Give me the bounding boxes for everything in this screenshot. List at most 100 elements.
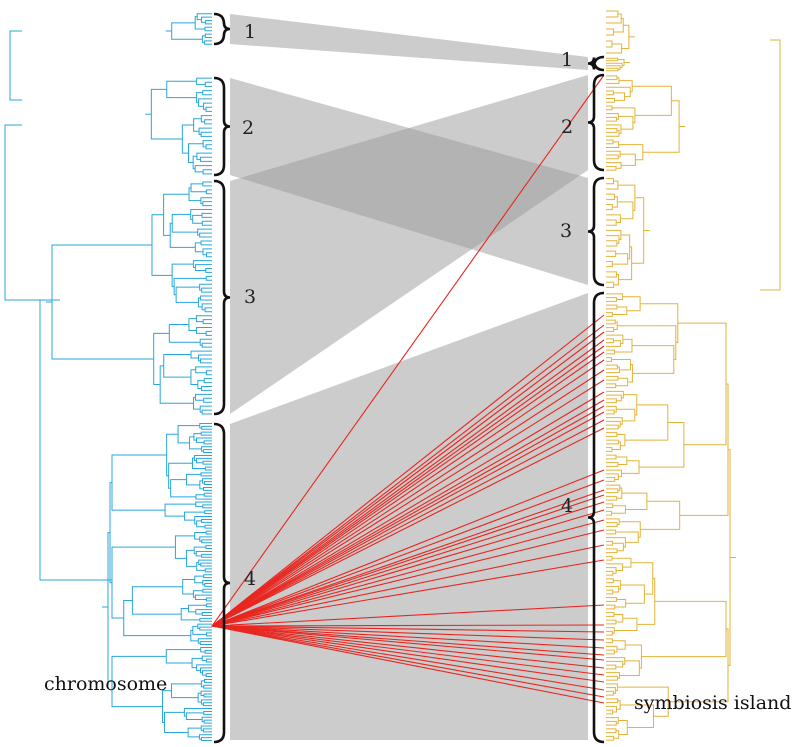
island-clade4-branch-107	[606, 710, 613, 714]
chromosome-clade3-branch-11	[200, 233, 212, 237]
island-clade4-branch-26	[606, 399, 616, 403]
island-clade4-branch-36	[606, 433, 617, 437]
chromosome-clade3-branch-26	[200, 296, 212, 300]
chromosome-clade4-branch-12	[196, 458, 212, 462]
chromosome-clade4-branch-45	[201, 563, 212, 566]
chromosome-clade4-branch-14	[205, 467, 212, 470]
island-clade4-branch-102	[641, 601, 726, 656]
chromosome-clade4-branch-17	[205, 482, 212, 485]
island-clade4-branch-34	[616, 409, 635, 421]
chromosome-clade3-branch-36	[206, 331, 212, 335]
chromosome-clade3-branch-42	[201, 359, 212, 363]
island-clade4-branch-6	[623, 297, 640, 311]
chromosome-clade2-branch-17	[197, 153, 212, 159]
chromosome-tree	[5, 14, 212, 741]
island-clade4-branch-93	[606, 646, 617, 652]
island-clade4-branch-16	[606, 365, 617, 369]
island-clade4-branch-94	[612, 641, 625, 649]
right-clade-3-label: 3	[560, 220, 572, 242]
chromosome-clade2-branch-4	[206, 107, 212, 111]
symbiosis-island-tree	[606, 11, 780, 740]
island-clade4-branch-3	[606, 305, 617, 309]
chromosome-clade4-branch-31	[205, 525, 212, 528]
chromosome-clade4-branch-42	[202, 554, 212, 557]
chromosome-clade2-branch-9	[205, 120, 212, 124]
island-clade4-branch-76	[606, 590, 613, 594]
island-clade4-branch-74	[612, 558, 631, 567]
island-clade4-branch-91	[606, 639, 612, 643]
island-clade2-branch-15	[612, 108, 635, 123]
chromosome-clade3-branch-21	[195, 265, 212, 271]
chromosome-clade4-branch-36	[112, 455, 167, 510]
chromosome-clade4-branch-1	[202, 426, 212, 429]
island-clade0-branch-6	[606, 44, 622, 53]
island-clade0-branch-2	[606, 14, 621, 23]
chromosome-clade2-branch-19	[195, 166, 212, 172]
island-clade2-branch-22	[606, 163, 621, 169]
island-clade4-branch-38	[606, 448, 612, 452]
chromosome-clade4-branch-102	[201, 726, 212, 730]
chromosome-clade4-branch-78	[201, 647, 212, 651]
island-clade3-branch-17	[606, 272, 616, 277]
island-clade4-branch-5	[612, 307, 626, 315]
island-clade4-branch-19	[606, 376, 618, 380]
island-clade4-branch-112	[606, 729, 616, 733]
chromosome-clade3-branch-37	[196, 328, 212, 334]
island-clade4-branch-92	[606, 650, 614, 654]
island-clade4-branch-46	[606, 474, 618, 480]
island-clade4-branch-104	[606, 688, 615, 694]
chromosome-clade3-branch-59	[52, 245, 154, 359]
chromosome-clade1-branch-1	[206, 21, 212, 24]
island-clade4-branch-13	[606, 350, 615, 354]
island-clade2-branch-9	[606, 117, 616, 121]
right-clade-1-label: 1	[561, 49, 573, 71]
chromosome-clade2-branch-5	[204, 103, 212, 109]
island-clade2-branch-19	[606, 155, 618, 159]
island-clade4-branch-64	[612, 543, 623, 551]
island-clade4-branch-109	[616, 701, 620, 709]
island-clade4-branch-7	[606, 320, 615, 324]
chromosome-clade4-branch-87	[204, 679, 212, 682]
chromosome-clade4-branch-80	[202, 656, 212, 660]
left-clade-2-label: 2	[242, 117, 254, 139]
island-clade4-branch-69	[680, 384, 728, 515]
chromosome-clade3-branch-34	[203, 320, 212, 324]
chromosome-clade2-branch-14	[206, 145, 212, 149]
chromosome-clade4-branch-55	[203, 589, 212, 592]
island-clade3-branch-1	[606, 179, 614, 184]
chromosome-clade4-branch-50	[175, 536, 194, 559]
island-clade4-branch-49	[639, 422, 684, 467]
island-clade0-branch-7	[622, 25, 629, 48]
island-clade4-branch-82	[621, 585, 645, 603]
island-clade4-branch-2	[606, 294, 623, 300]
chromosome-clade4-branch-69	[207, 633, 212, 636]
island-clade4-branch-41	[625, 405, 668, 440]
chromosome-clade4-branch-66	[132, 587, 182, 614]
island-clade4-branch-20	[606, 384, 616, 388]
chromosome-clade3-branch-16	[203, 249, 212, 255]
left-clade-3-label: 3	[244, 286, 256, 308]
chromosome-clade4-branch-88	[204, 685, 212, 688]
chromosome-clade4-branch-62	[196, 610, 212, 614]
island-clade4-branch-118	[668, 629, 728, 702]
chromosome-clade4-branch-90	[204, 694, 212, 697]
chromosome-clade3-branch-24	[202, 288, 212, 292]
island-clade4-branch-43	[606, 463, 618, 467]
island-clade2-branch-3	[606, 91, 613, 95]
island-clade4-branch-84	[606, 613, 614, 617]
left-clade-1-label: 1	[244, 21, 256, 43]
chromosome-clade3-branch-51	[164, 355, 191, 378]
chromosome-clade2-branch-1	[205, 82, 212, 86]
island-clade4-branch-72	[606, 568, 616, 574]
chromosome-clade4-branch-6	[194, 434, 201, 441]
chromosome-clade4-branch-29	[205, 511, 212, 514]
island-clade4-branch-4	[606, 313, 612, 317]
chromosome-clade3-branch-23	[206, 276, 212, 280]
chromosome-clade4-branch-9	[190, 437, 202, 449]
connection-band-1	[230, 14, 588, 70]
chromosome-clade3-branch-38	[189, 319, 197, 331]
island-clade4-branch-71	[606, 571, 613, 575]
island-clade3-branch-8	[617, 202, 633, 219]
island-clade4-branch-53	[606, 496, 617, 500]
chromosome-clade4-branch-18	[203, 479, 212, 483]
